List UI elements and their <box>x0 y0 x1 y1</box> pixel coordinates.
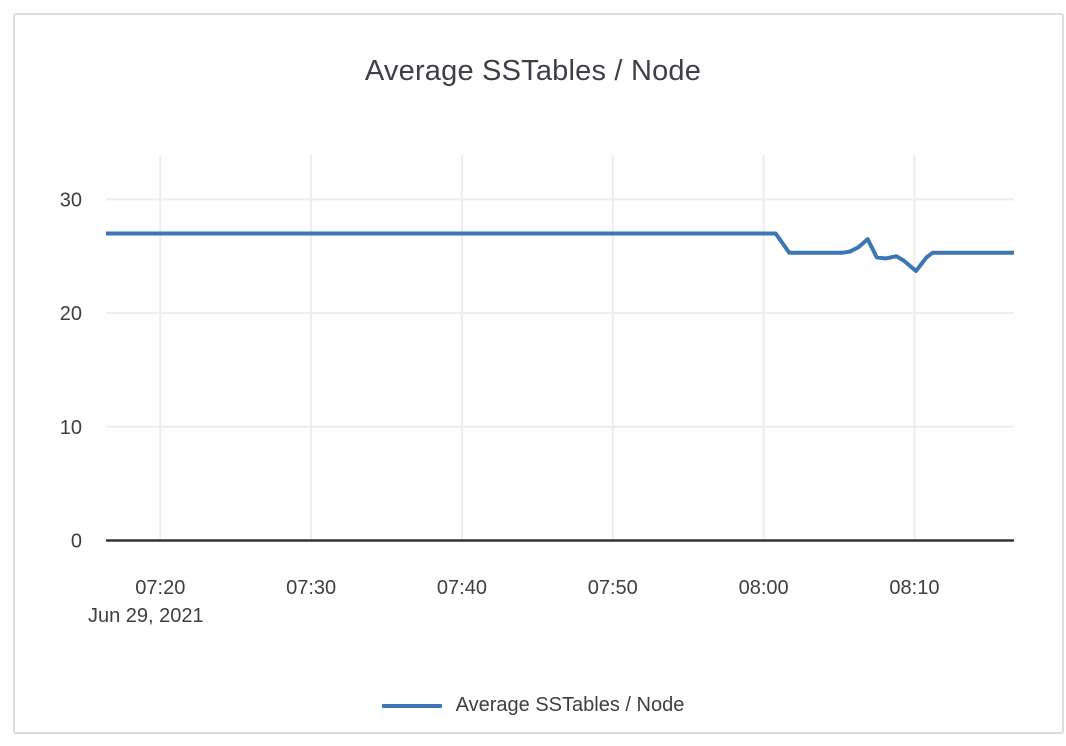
chart-card <box>13 13 1064 734</box>
y-tick-label: 10 <box>60 417 82 439</box>
chart-title: Average SSTables / Node <box>364 55 702 87</box>
legend-line-swatch <box>381 703 442 708</box>
series-line <box>106 231 1014 273</box>
x-tick-label: 07:20 <box>135 577 185 599</box>
x-tick-label: 08:10 <box>889 577 939 599</box>
x-tick-label: 07:40 <box>437 577 487 599</box>
y-tick-label: 0 <box>71 531 82 553</box>
x-tick-label: 08:00 <box>739 577 789 599</box>
y-tick-label: 30 <box>60 189 82 211</box>
x-axis-date-label: Jun 29, 2021 <box>88 605 204 627</box>
legend-label: Average SSTables / Node <box>455 694 685 716</box>
x-tick-label: 07:50 <box>588 577 638 599</box>
x-tick-label: 07:30 <box>286 577 336 599</box>
chart-legend: Average SSTables / Node <box>0 694 1066 717</box>
y-tick-label: 20 <box>60 303 82 325</box>
